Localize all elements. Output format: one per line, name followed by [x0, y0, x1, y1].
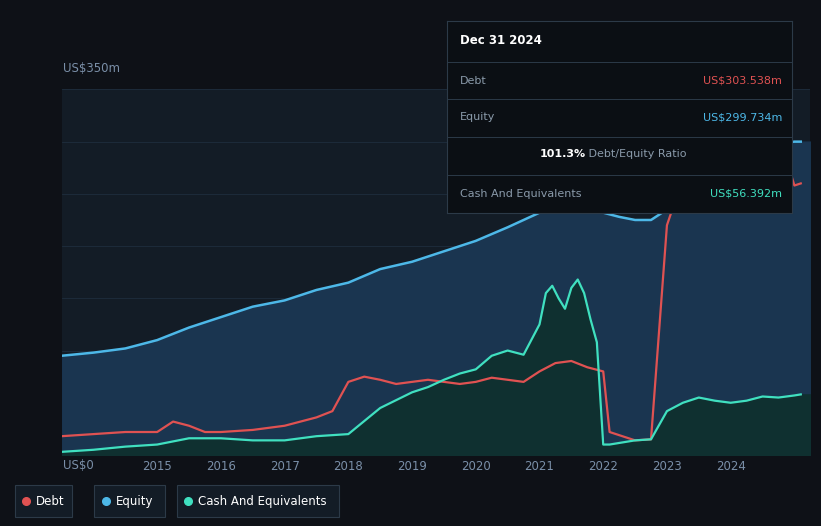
Text: US$0: US$0	[63, 459, 94, 472]
Text: 101.3%: 101.3%	[539, 148, 585, 158]
Text: Equity: Equity	[116, 494, 154, 508]
Text: Equity: Equity	[460, 112, 495, 122]
Text: Debt: Debt	[36, 494, 65, 508]
Text: US$303.538m: US$303.538m	[703, 76, 782, 86]
Text: US$299.734m: US$299.734m	[703, 112, 782, 122]
Text: US$56.392m: US$56.392m	[710, 189, 782, 199]
Text: Cash And Equivalents: Cash And Equivalents	[198, 494, 327, 508]
Text: Cash And Equivalents: Cash And Equivalents	[460, 189, 581, 199]
FancyBboxPatch shape	[177, 485, 339, 517]
Text: Dec 31 2024: Dec 31 2024	[460, 34, 541, 47]
Text: Debt/Equity Ratio: Debt/Equity Ratio	[585, 148, 687, 158]
Text: US$350m: US$350m	[63, 62, 120, 75]
FancyBboxPatch shape	[94, 485, 165, 517]
Text: Debt: Debt	[460, 76, 486, 86]
FancyBboxPatch shape	[15, 485, 72, 517]
